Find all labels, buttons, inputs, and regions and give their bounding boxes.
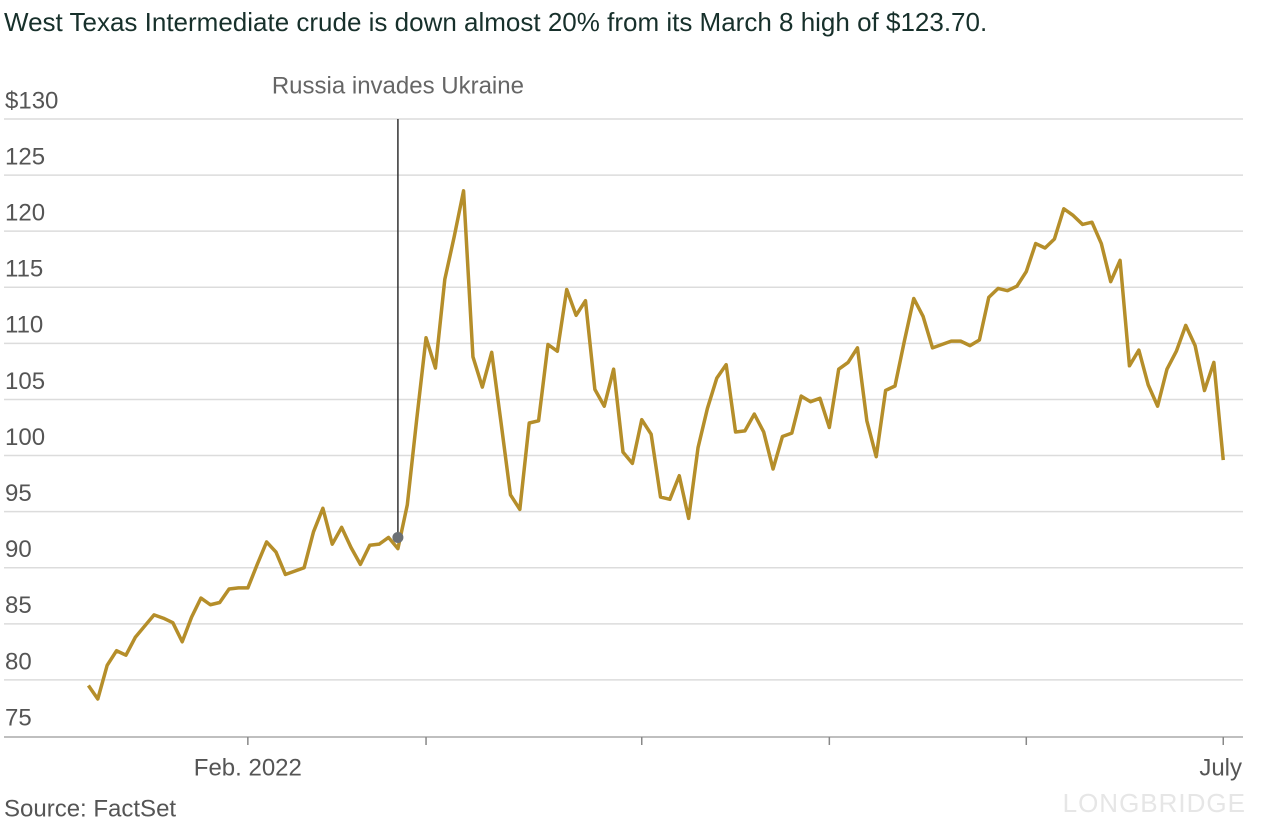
y-tick-label: 105	[5, 368, 45, 395]
x-tick-label: July	[1199, 754, 1242, 781]
watermark: LONGBRIDGE	[1063, 788, 1246, 818]
source: Source: FactSet	[4, 795, 176, 822]
y-tick-label: 120	[5, 200, 45, 227]
annotation-marker	[392, 531, 404, 543]
annotation-text: Russia invades Ukraine	[272, 72, 524, 99]
price-line	[86, 189, 1225, 701]
y-tick-label: 85	[5, 592, 32, 619]
x-tick-label: Feb. 2022	[194, 754, 302, 781]
y-tick-label: 75	[5, 704, 32, 731]
chart-title: West Texas Intermediate crude is down al…	[4, 7, 987, 37]
y-tick-label: 125	[5, 143, 45, 170]
y-tick-label: 80	[5, 648, 32, 675]
y-tick-label: 115	[5, 256, 43, 283]
y-tick-label: $130	[5, 87, 58, 114]
y-tick-label: 100	[5, 424, 45, 451]
y-tick-label: 95	[5, 480, 32, 507]
y-tick-label: 110	[5, 312, 43, 339]
y-tick-label: 90	[5, 536, 32, 563]
